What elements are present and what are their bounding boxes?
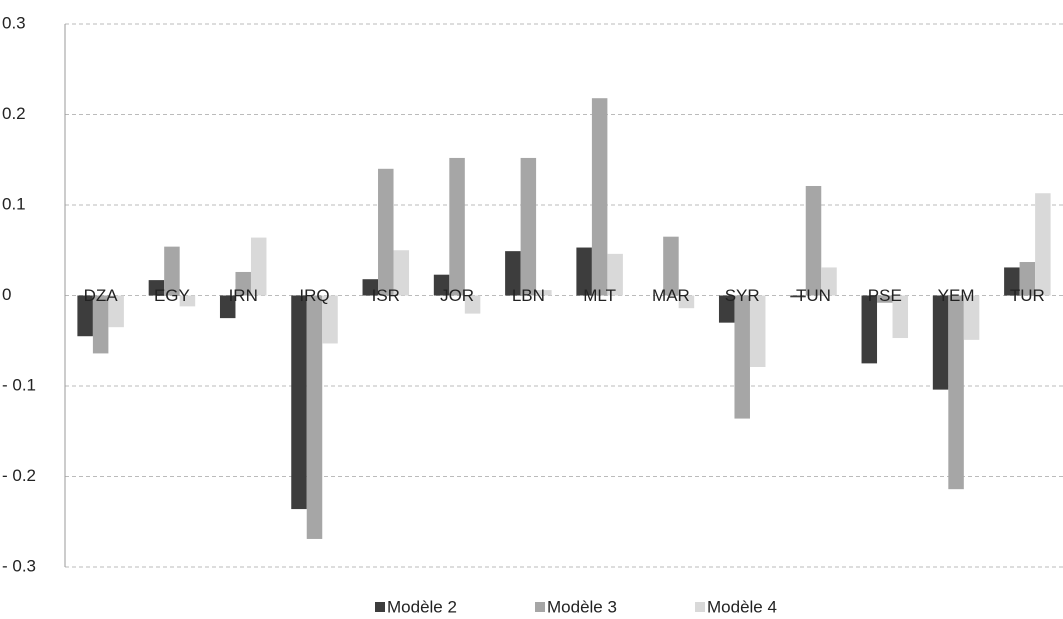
bar bbox=[449, 157, 465, 296]
bar bbox=[663, 236, 679, 296]
bar bbox=[108, 295, 124, 328]
legend-label: Modèle 2 bbox=[387, 597, 457, 616]
bar bbox=[892, 295, 909, 339]
bar bbox=[393, 250, 410, 296]
bar bbox=[291, 295, 307, 510]
x-tick-label: LBN bbox=[512, 286, 545, 305]
bar bbox=[536, 290, 552, 296]
x-tick-label: PSE bbox=[868, 286, 902, 305]
x-tick-label: EGY bbox=[154, 286, 190, 305]
x-tick-label: MLT bbox=[583, 286, 616, 305]
x-tick-label: JOR bbox=[440, 286, 474, 305]
bar bbox=[678, 295, 695, 309]
x-tick-label: TUN bbox=[796, 286, 831, 305]
bar bbox=[861, 295, 878, 364]
x-tick-label: TUR bbox=[1010, 286, 1045, 305]
bar bbox=[362, 279, 379, 296]
bar bbox=[734, 295, 750, 419]
x-tick-label: IRN bbox=[229, 286, 258, 305]
legend-swatch bbox=[535, 602, 545, 612]
bar bbox=[306, 295, 323, 539]
bar bbox=[607, 253, 623, 296]
bar bbox=[505, 251, 521, 296]
bar bbox=[219, 295, 236, 319]
bar bbox=[718, 295, 735, 323]
x-tick-label: ISR bbox=[372, 286, 400, 305]
x-tick-label: IRQ bbox=[299, 286, 329, 305]
bar bbox=[179, 295, 196, 307]
bar bbox=[790, 295, 806, 298]
legend-label: Modèle 4 bbox=[707, 597, 777, 616]
bar bbox=[433, 274, 450, 296]
bar bbox=[805, 185, 822, 296]
bar bbox=[148, 280, 165, 296]
bar bbox=[877, 295, 893, 303]
x-tick-label: DZA bbox=[84, 286, 119, 305]
bar bbox=[235, 271, 251, 296]
bar bbox=[322, 295, 338, 344]
legend-swatch bbox=[375, 602, 385, 612]
bar bbox=[1019, 262, 1036, 296]
y-tick-label: - 0.1 bbox=[2, 375, 36, 394]
bar bbox=[250, 237, 267, 296]
y-tick-label: 0.3 bbox=[2, 13, 26, 32]
bar bbox=[749, 295, 766, 367]
bar bbox=[591, 98, 608, 296]
bar bbox=[77, 295, 93, 337]
x-tick-label: MAR bbox=[652, 286, 690, 305]
legend-swatch bbox=[695, 602, 705, 612]
y-tick-label: 0.2 bbox=[2, 104, 26, 123]
legend-label: Modèle 3 bbox=[547, 597, 617, 616]
bar bbox=[378, 168, 394, 296]
bar bbox=[164, 246, 180, 296]
bar bbox=[464, 295, 481, 314]
bar bbox=[92, 295, 109, 354]
y-tick-label: - 0.2 bbox=[2, 466, 36, 485]
y-tick-label: 0.1 bbox=[2, 194, 26, 213]
x-tick-label: YEM bbox=[938, 286, 975, 305]
bar bbox=[520, 157, 537, 296]
bar bbox=[1004, 267, 1020, 296]
bar bbox=[948, 295, 964, 490]
bar bbox=[576, 247, 592, 296]
y-tick-label: - 0.3 bbox=[2, 556, 36, 575]
x-tick-label: SYR bbox=[725, 286, 760, 305]
bar bbox=[821, 267, 837, 296]
bar bbox=[932, 295, 949, 390]
bar bbox=[1035, 193, 1051, 296]
y-tick-label: 0 bbox=[2, 285, 11, 304]
bar bbox=[963, 295, 980, 340]
